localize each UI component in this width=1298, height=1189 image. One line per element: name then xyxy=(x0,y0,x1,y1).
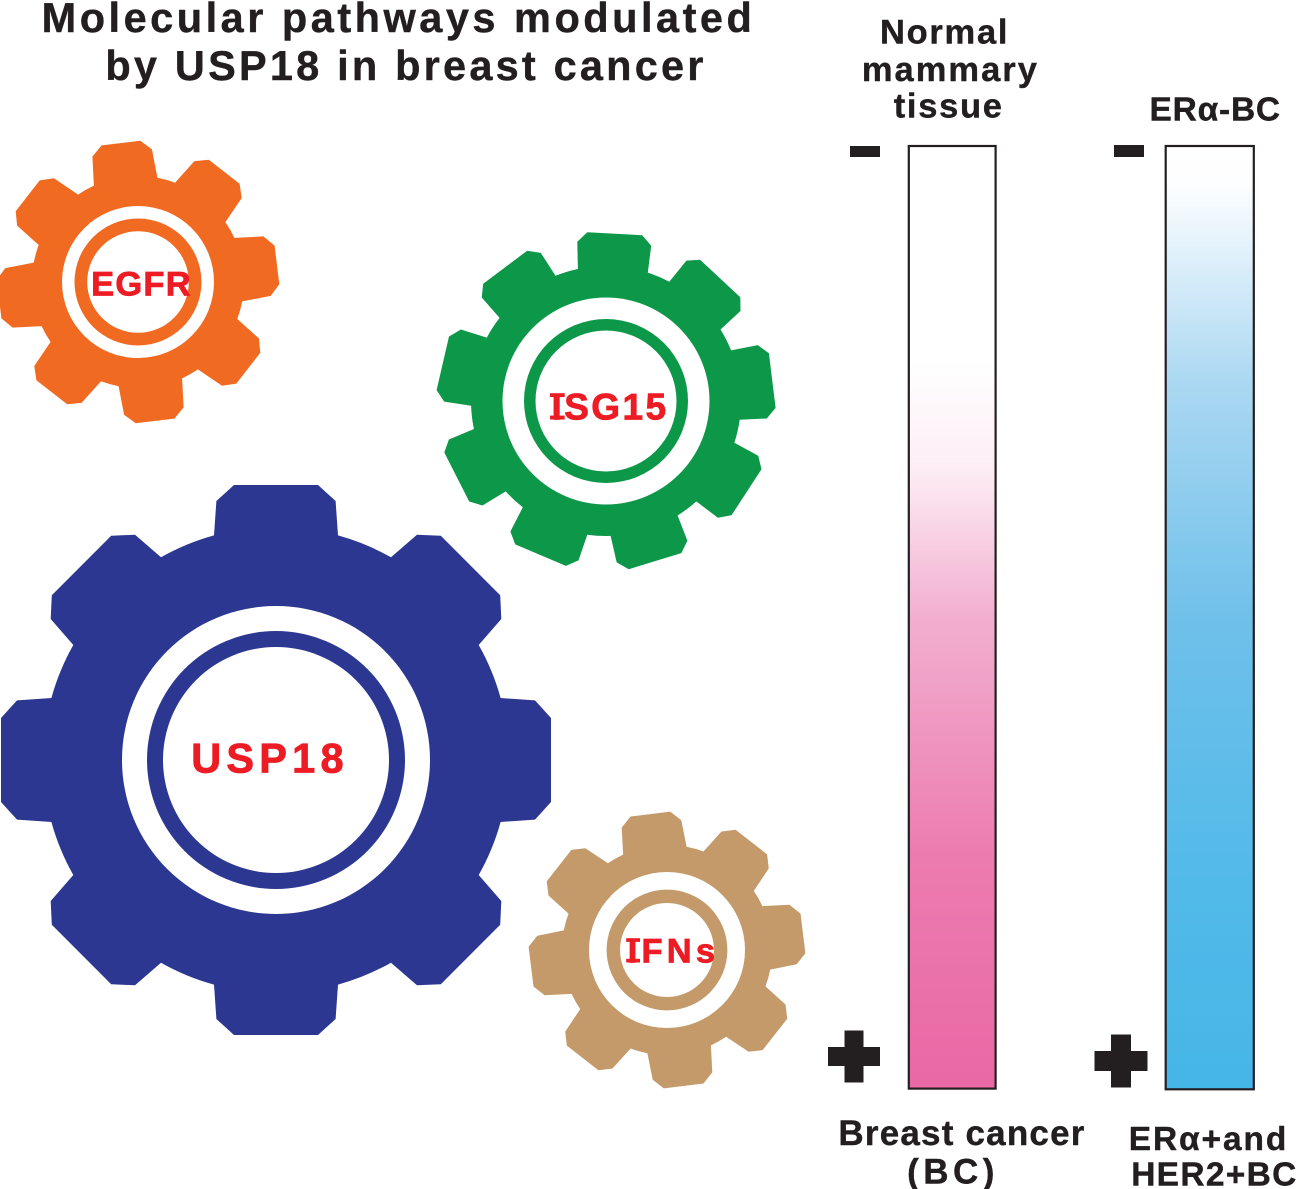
svg-text:HER2+BC: HER2+BC xyxy=(1131,1157,1297,1189)
svg-text:ERα+and: ERα+and xyxy=(1129,1121,1289,1158)
svg-text:ISG15: ISG15 xyxy=(552,387,669,428)
svg-text:tissue: tissue xyxy=(894,88,1004,126)
svg-text:Normal: Normal xyxy=(880,13,1009,51)
svg-text:IFNs: IFNs xyxy=(628,933,720,971)
svg-text:Molecular pathways modulated: Molecular pathways modulated xyxy=(42,0,756,41)
svg-text:Breast cancer: Breast cancer xyxy=(838,1114,1085,1153)
svg-text:by USP18 in breast cancer: by USP18 in breast cancer xyxy=(105,42,706,89)
svg-text:mammary: mammary xyxy=(862,51,1039,89)
svg-text:EGFR: EGFR xyxy=(91,266,192,304)
svg-text:(BC): (BC) xyxy=(907,1152,999,1189)
svg-text:ERα-BC: ERα-BC xyxy=(1149,91,1280,128)
svg-text:USP18: USP18 xyxy=(191,735,349,782)
